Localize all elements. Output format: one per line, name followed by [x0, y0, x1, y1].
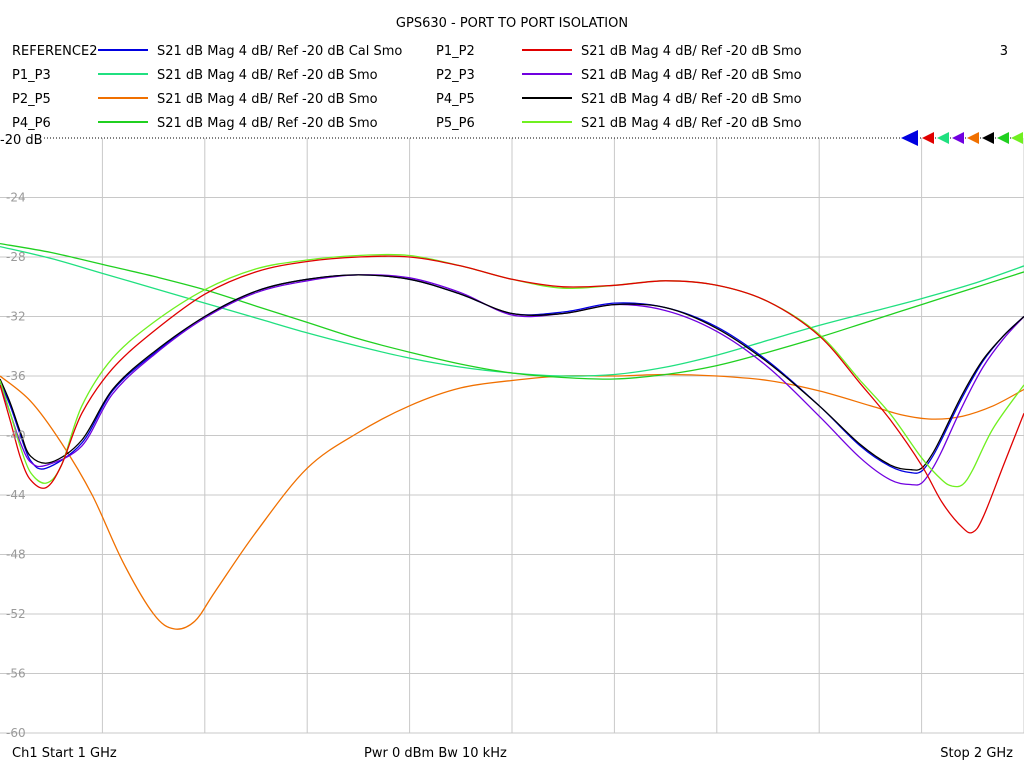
legend-entry: REFERENCE2 S21 dB Mag 4 dB/ Ref -20 dB Ca… — [12, 44, 402, 59]
legend: REFERENCE2 S21 dB Mag 4 dB/ Ref -20 dB Ca… — [12, 44, 802, 131]
y-tick-label: -56 — [6, 667, 26, 681]
trace-p1-p2 — [0, 255, 1024, 534]
legend-series-name: P1_P3 — [12, 68, 51, 83]
y-tick-label: -24 — [6, 191, 26, 205]
y-tick-label: -44 — [6, 488, 26, 502]
reference-level-label: -20 dB — [0, 133, 43, 148]
legend-series-name: P1_P2 — [436, 44, 475, 59]
reference-marker-icon — [997, 132, 1009, 144]
legend-series-name: P5_P6 — [436, 116, 475, 131]
grid — [0, 137, 1024, 734]
legend-series-desc: S21 dB Mag 4 dB/ Ref -20 dB Smo — [581, 44, 802, 59]
trace-p2-p5 — [0, 373, 1024, 630]
y-tick-label: -32 — [6, 310, 26, 324]
legend-series-desc: S21 dB Mag 4 dB/ Ref -20 dB Smo — [157, 116, 378, 131]
legend-series-name: REFERENCE2 — [12, 44, 97, 59]
trace-reference2 — [0, 274, 1024, 474]
y-tick-label: -60 — [6, 726, 26, 740]
y-tick-label: -48 — [6, 548, 26, 562]
legend-entry: P4_P6 S21 dB Mag 4 dB/ Ref -20 dB Smo — [12, 116, 378, 131]
reference-marker-icon — [901, 130, 918, 146]
y-tick-label: -40 — [6, 429, 26, 443]
legend-entry: P4_P5 S21 dB Mag 4 dB/ Ref -20 dB Smo — [436, 92, 802, 107]
y-tick-label: -52 — [6, 607, 26, 621]
reference-marker-icon — [1011, 132, 1023, 144]
legend-series-desc: S21 dB Mag 4 dB/ Ref -20 dB Cal Smo — [157, 44, 402, 59]
trace-p4-p5 — [0, 274, 1024, 471]
legend-entry: P5_P6 S21 dB Mag 4 dB/ Ref -20 dB Smo — [436, 116, 802, 131]
legend-series-desc: S21 dB Mag 4 dB/ Ref -20 dB Smo — [157, 92, 378, 107]
legend-series-desc: S21 dB Mag 4 dB/ Ref -20 dB Smo — [581, 68, 802, 83]
legend-series-name: P2_P3 — [436, 68, 475, 83]
reference-marker-icon — [952, 132, 964, 144]
footer-stop: Stop 2 GHz — [940, 746, 1013, 761]
reference-marker-icon — [982, 132, 994, 144]
traces — [0, 242, 1024, 630]
legend-series-name: P4_P6 — [12, 116, 51, 131]
legend-entry: P2_P3 S21 dB Mag 4 dB/ Ref -20 dB Smo — [436, 68, 802, 83]
legend-series-desc: S21 dB Mag 4 dB/ Ref -20 dB Smo — [581, 116, 802, 131]
legend-entry: P2_P5 S21 dB Mag 4 dB/ Ref -20 dB Smo — [12, 92, 378, 107]
trace-p4-p6 — [0, 242, 1024, 380]
footer-start: Ch1 Start 1 GHz — [12, 746, 117, 761]
y-tick-label: -28 — [6, 250, 26, 264]
legend-entry: P1_P2 S21 dB Mag 4 dB/ Ref -20 dB Smo — [436, 44, 802, 59]
reference-marker-icon — [922, 132, 934, 144]
legend-series-desc: S21 dB Mag 4 dB/ Ref -20 dB Smo — [581, 92, 802, 107]
legend-series-name: P2_P5 — [12, 92, 51, 107]
y-tick-labels: -24 -28 -32 -36 -40 -44 -48 -52 -56 -60 — [6, 191, 26, 741]
window-number: 3 — [1000, 44, 1008, 59]
reference-marker-icon — [937, 132, 949, 144]
chart-title: GPS630 - PORT TO PORT ISOLATION — [396, 16, 628, 31]
legend-series-desc: S21 dB Mag 4 dB/ Ref -20 dB Smo — [157, 68, 378, 83]
legend-entry: P1_P3 S21 dB Mag 4 dB/ Ref -20 dB Smo — [12, 68, 378, 83]
reference-marker-icon — [967, 132, 979, 144]
footer-power-bandwidth: Pwr 0 dBm Bw 10 kHz — [364, 746, 507, 761]
legend-series-name: P4_P5 — [436, 92, 475, 107]
y-tick-label: -36 — [6, 369, 26, 383]
reference-markers — [901, 130, 1023, 146]
